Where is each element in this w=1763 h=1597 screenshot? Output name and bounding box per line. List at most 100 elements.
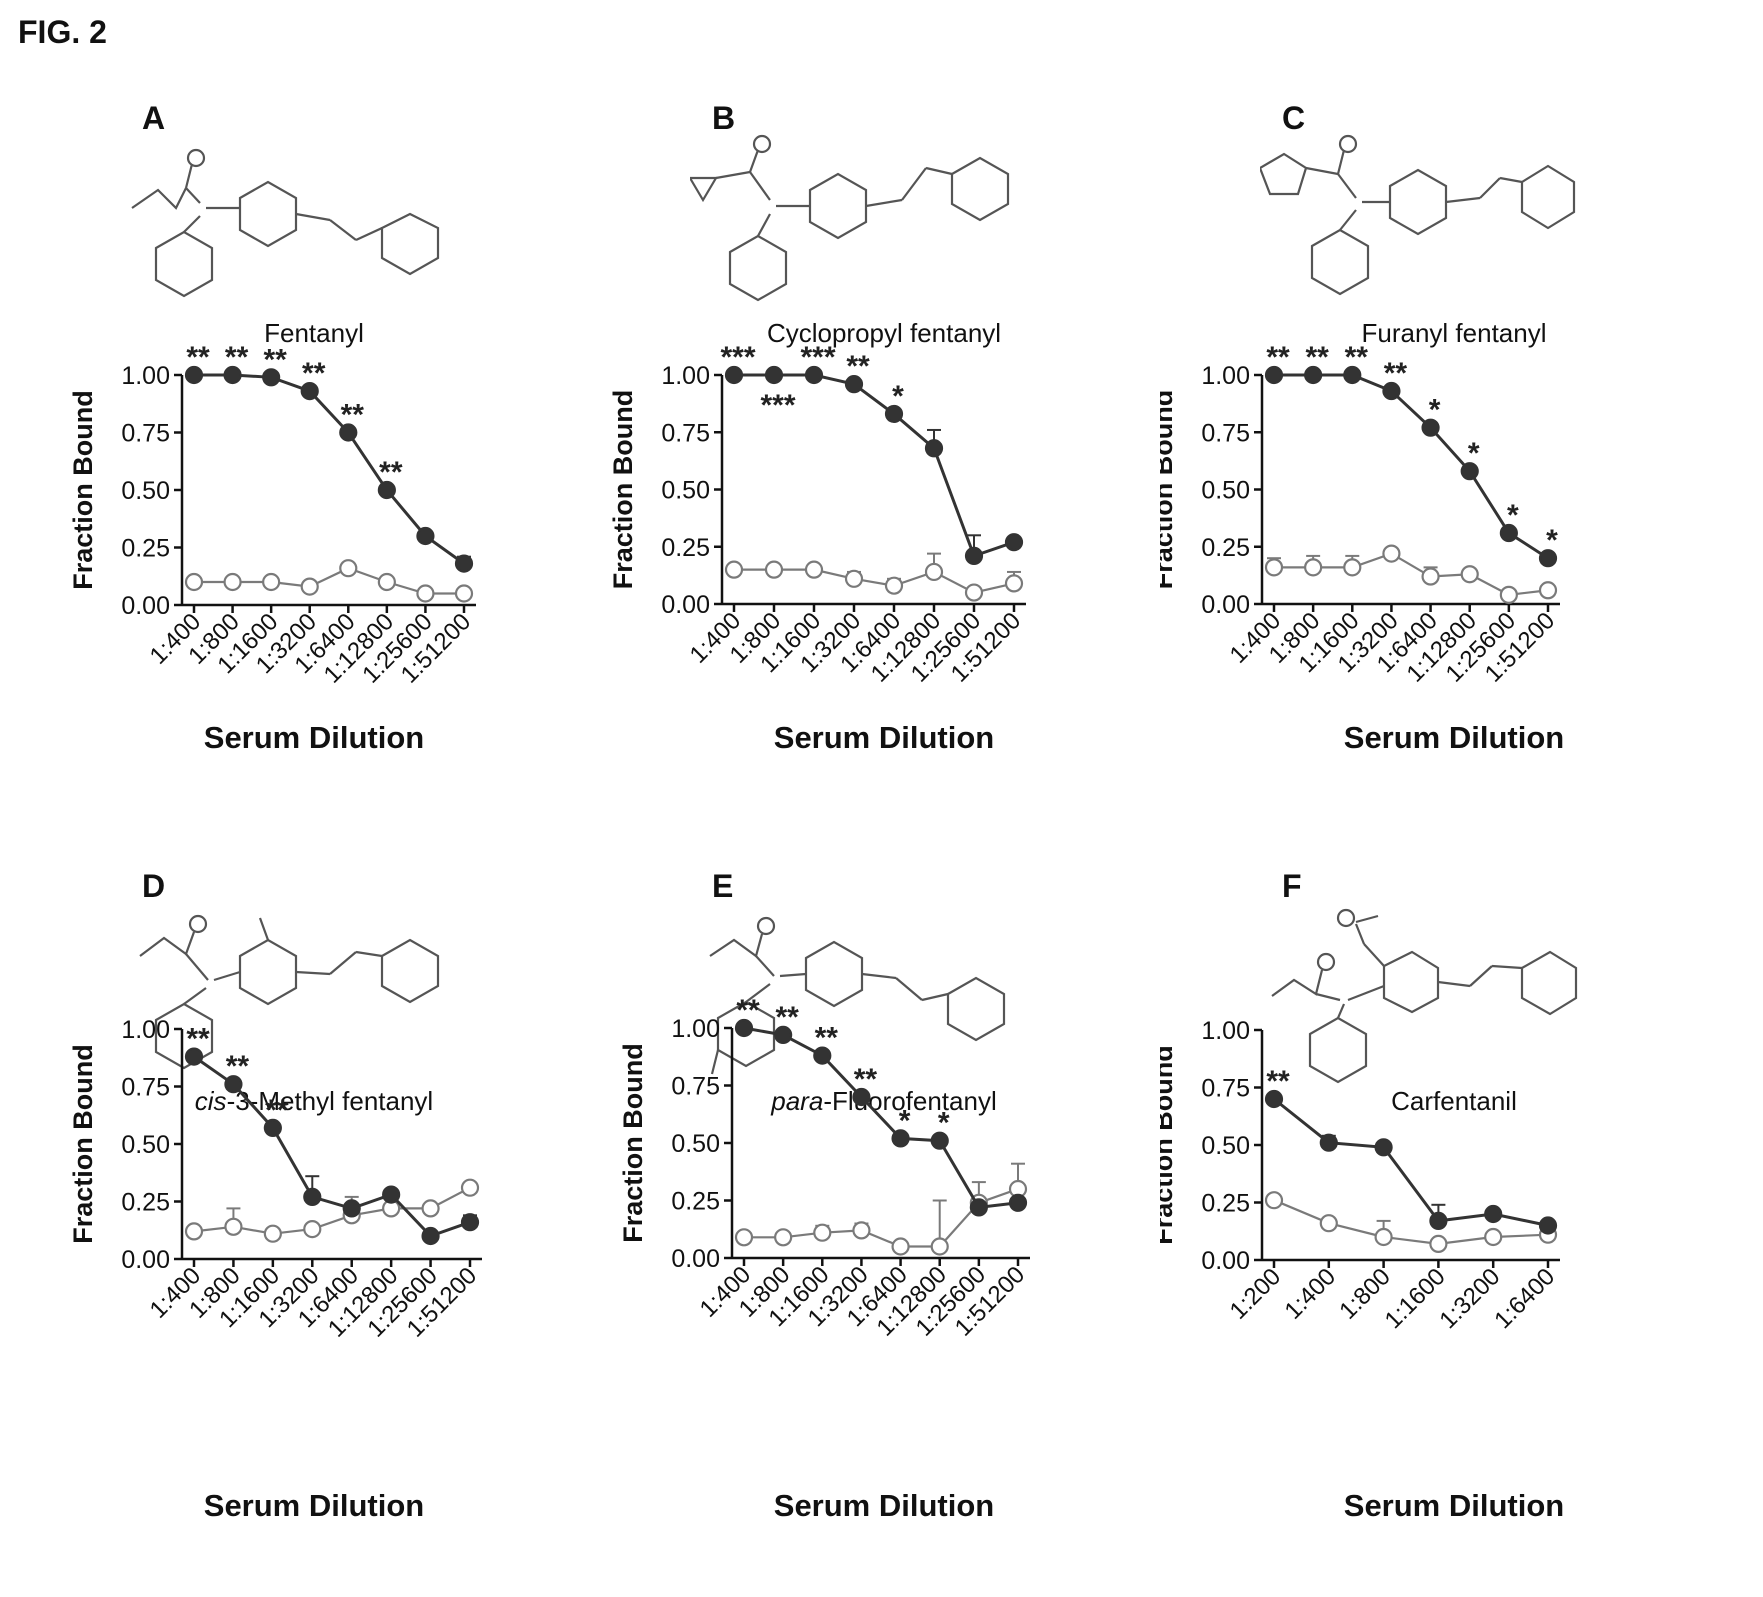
panel-b: B Cyclopropyl fentanyl 0.00 0.25 0.50 0.75 1… bbox=[590, 0, 1178, 790]
open-point bbox=[300, 577, 319, 596]
open-point bbox=[1382, 544, 1401, 563]
filled-point bbox=[454, 554, 474, 573]
filled-point bbox=[852, 1087, 871, 1107]
compound-label: Cyclopropyl fentanyl bbox=[766, 318, 1002, 348]
significance-label: * bbox=[899, 1104, 911, 1137]
filled-point bbox=[969, 1198, 988, 1217]
significance-label: * bbox=[1429, 394, 1441, 427]
filled-point bbox=[263, 1118, 282, 1137]
panel-letter: C bbox=[1282, 100, 1306, 136]
open-series-line bbox=[1273, 1199, 1549, 1246]
y-tick-label: 1.00 bbox=[1201, 1017, 1250, 1045]
y-axis-label: Fraction Bound bbox=[618, 1043, 648, 1242]
significance-label: ** bbox=[846, 350, 870, 383]
compound-name: Furanyl fentanyl bbox=[1160, 318, 1748, 349]
filled-point bbox=[416, 526, 435, 546]
filled-point bbox=[262, 368, 281, 387]
significance-label: ** bbox=[736, 994, 760, 1027]
open-point bbox=[1484, 1227, 1503, 1247]
significance-label: * bbox=[938, 1107, 950, 1140]
open-point bbox=[891, 1237, 910, 1256]
x-tick-label: 1:400 bbox=[1279, 1263, 1341, 1325]
panel-c: C Furanyl fentanyl 0.00 0.25 0.50 0.75 1.00 F… bbox=[1160, 0, 1748, 790]
open-point bbox=[1304, 558, 1323, 577]
open-point bbox=[224, 1217, 243, 1236]
filled-point bbox=[300, 382, 319, 401]
fentanyl-structure-icon bbox=[120, 128, 440, 323]
compound-name: Fentanyl bbox=[20, 318, 608, 349]
significance-label: * bbox=[1468, 437, 1480, 470]
filled-series-line bbox=[743, 1026, 1019, 1210]
panel-letter: F bbox=[1282, 868, 1302, 904]
significance-label: ** bbox=[186, 1023, 210, 1056]
open-point bbox=[1264, 1191, 1284, 1210]
open-point bbox=[1374, 1227, 1393, 1247]
significance-label: ** bbox=[186, 341, 210, 374]
x-tick-label: 1:3200 bbox=[1434, 1263, 1505, 1334]
significance-label: ** bbox=[1384, 357, 1408, 390]
filled-point bbox=[884, 404, 904, 424]
filled-point bbox=[964, 546, 984, 566]
y-tick-label: 1.00 bbox=[671, 1015, 720, 1043]
y-tick-label: 0.25 bbox=[121, 535, 170, 563]
y-tick-label: 0.75 bbox=[1201, 1075, 1250, 1103]
significance-label: ** bbox=[815, 1022, 839, 1055]
y-tick-label: 0.75 bbox=[671, 1073, 720, 1101]
filled-point bbox=[1484, 1204, 1503, 1224]
panel-a: A Fentanyl 0.00 0.25 0.50 0.75 1.00 Fraction … bbox=[20, 0, 608, 790]
y-axis-label: Fraction Bound bbox=[68, 1044, 98, 1243]
filled-point bbox=[1460, 462, 1479, 481]
y-tick-label: 0.25 bbox=[1201, 534, 1250, 562]
filled-point bbox=[1264, 1089, 1284, 1109]
filled-point bbox=[1319, 1133, 1338, 1152]
significance-label: ** bbox=[1266, 341, 1290, 374]
open-point bbox=[764, 560, 784, 579]
y-tick-label: 0.50 bbox=[1201, 477, 1250, 505]
y-tick-label: 0.00 bbox=[661, 591, 710, 619]
compound-name: Carfentanil bbox=[1160, 1086, 1748, 1117]
x-tick-label: 1:1600 bbox=[1380, 1263, 1451, 1334]
filled-point bbox=[924, 439, 944, 458]
y-tick-label: 0.50 bbox=[661, 477, 710, 505]
x-axis-label: Serum Dilution bbox=[1343, 1488, 1565, 1523]
panel-letter: B bbox=[712, 100, 736, 136]
x-axis-label: Serum Dilution bbox=[773, 1488, 995, 1523]
open-point bbox=[1343, 558, 1362, 577]
filled-point bbox=[724, 365, 744, 385]
filled-point bbox=[1421, 418, 1440, 437]
open-point bbox=[377, 572, 396, 592]
significance-label: *** bbox=[760, 389, 795, 422]
filled-point bbox=[774, 1025, 793, 1044]
filled-point bbox=[734, 1018, 754, 1038]
y-axis-label: Fraction Bound bbox=[1160, 1045, 1178, 1244]
compound-label: -Fluorofentanyl bbox=[823, 1086, 997, 1116]
significance-label: ** bbox=[341, 399, 365, 432]
filled-point bbox=[1382, 381, 1401, 401]
significance-label: ** bbox=[1305, 341, 1329, 374]
y-tick-label: 0.00 bbox=[671, 1245, 720, 1273]
open-point bbox=[804, 560, 824, 579]
x-axis-label: Serum Dilution bbox=[203, 720, 425, 755]
open-point bbox=[1421, 567, 1440, 586]
filled-point bbox=[804, 365, 824, 385]
y-tick-label: 0.50 bbox=[1201, 1132, 1250, 1160]
compound-name: para-Fluorofentanyl bbox=[590, 1086, 1178, 1117]
filled-point bbox=[813, 1046, 832, 1065]
y-tick-label: 1.00 bbox=[121, 1016, 170, 1044]
panel-e: E para-Fluorofentanyl 0.00 0.25 0.50 0.75 1.… bbox=[590, 768, 1178, 1558]
significance-label: ** bbox=[854, 1063, 878, 1096]
open-point bbox=[1004, 574, 1024, 593]
cis-3-methyl-fentanyl-structure-icon bbox=[120, 896, 440, 1091]
significance-label: * bbox=[1546, 524, 1558, 557]
y-axis-label: Fraction Bound bbox=[608, 390, 638, 589]
significance-label: ** bbox=[302, 357, 326, 390]
panel-f: F Carfentanil 0.00 0.25 0.50 0.75 1.00 Fracti… bbox=[1160, 768, 1748, 1558]
filled-point bbox=[1004, 533, 1024, 552]
filled-point bbox=[1429, 1211, 1448, 1230]
filled-point bbox=[1343, 365, 1362, 385]
x-tick-label: 1:6400 bbox=[1489, 1263, 1560, 1334]
y-tick-label: 0.25 bbox=[661, 534, 710, 562]
